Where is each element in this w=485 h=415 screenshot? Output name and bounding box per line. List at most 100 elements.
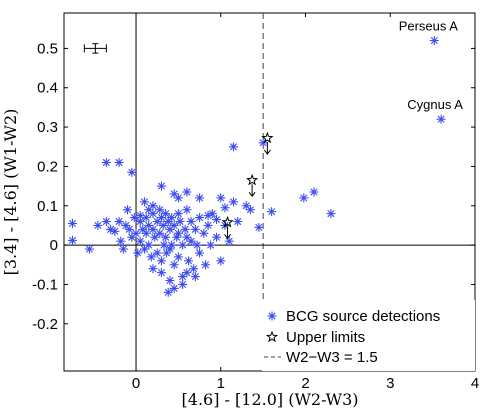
detection-point	[156, 268, 166, 278]
detection-point	[123, 205, 133, 215]
asterisk-stroke	[157, 257, 166, 265]
x-tick-label: 0	[132, 375, 140, 392]
detection-point	[429, 36, 439, 46]
upper-limit-arrow-head	[263, 149, 271, 155]
upper-limit-star	[221, 215, 234, 228]
asterisk-stroke	[157, 269, 166, 277]
asterisk-stroke	[225, 237, 233, 245]
detection-point	[146, 252, 156, 262]
asterisk-stroke	[179, 241, 187, 249]
asterisk-stroke	[149, 210, 157, 218]
y-axis-title: [3.4] - [4.6] (W1-W2)	[1, 109, 20, 276]
detection-point	[184, 256, 194, 266]
asterisk-stroke	[166, 276, 174, 285]
detection-point	[158, 220, 168, 230]
asterisk-stroke	[149, 265, 157, 273]
asterisk-stroke	[156, 229, 164, 237]
detection-point	[156, 256, 166, 266]
asterisk-stroke	[145, 221, 153, 230]
legend-asterisk	[267, 311, 277, 321]
y-tick-label: -0.2	[32, 316, 58, 333]
detection-point	[148, 224, 158, 234]
asterisk-stroke	[221, 204, 229, 212]
detection-point	[129, 213, 139, 223]
detection-point	[216, 193, 226, 203]
asterisk-stroke	[430, 36, 438, 45]
detection-point	[189, 264, 199, 274]
detection-point	[195, 213, 205, 223]
detection-point	[212, 215, 222, 225]
asterisk-stroke	[204, 212, 212, 220]
upper-limit-star	[246, 173, 259, 186]
detection-point	[245, 205, 255, 215]
detection-point	[118, 244, 128, 254]
asterisk-stroke	[122, 221, 130, 230]
asterisk-stroke	[102, 217, 110, 226]
asterisk-stroke	[212, 215, 221, 224]
asterisk-stroke	[115, 217, 123, 226]
legend-box	[262, 300, 475, 371]
y-tick-label: 0.1	[37, 198, 58, 215]
asterisk-stroke	[217, 257, 225, 265]
asterisk-stroke	[145, 241, 153, 249]
asterisk-stroke	[168, 241, 176, 249]
y-tick-label: 0.4	[37, 80, 58, 97]
detection-point	[182, 268, 192, 278]
asterisk-stroke	[176, 217, 184, 226]
asterisk-stroke	[183, 206, 191, 214]
detection-point	[228, 197, 238, 207]
asterisk-stroke	[193, 241, 201, 249]
detection-point	[216, 256, 226, 266]
detection-point	[173, 228, 183, 238]
detection-point	[206, 240, 216, 250]
detection-point	[267, 207, 277, 217]
detection-point	[169, 220, 179, 230]
detection-point	[135, 217, 145, 227]
asterisk-stroke	[174, 253, 182, 261]
detection-point	[167, 240, 177, 250]
detection-point	[178, 240, 188, 250]
detection-point	[169, 283, 179, 293]
asterisk-stroke	[149, 225, 157, 233]
annotations: Perseus A Cygnus A	[399, 19, 464, 113]
asterisk-stroke	[68, 219, 77, 228]
asterisk-stroke	[181, 225, 189, 233]
detection-point	[155, 228, 165, 238]
detection-point	[159, 240, 169, 250]
asterisk-stroke	[191, 273, 199, 281]
asterisk-stroke	[153, 249, 161, 257]
asterisk-stroke	[170, 284, 178, 292]
detection-point	[233, 217, 243, 227]
asterisk-stroke	[191, 225, 199, 233]
asterisk-stroke	[268, 312, 276, 320]
asterisk-stroke	[246, 206, 255, 214]
reference-lines	[64, 13, 475, 371]
detection-point	[258, 138, 268, 148]
detection-point	[101, 157, 111, 167]
detection-point	[212, 232, 222, 242]
y-tick-label: 0	[50, 237, 58, 254]
asterisk-stroke	[142, 214, 150, 222]
detection-point	[195, 248, 205, 258]
asterisk-stroke	[115, 158, 123, 167]
detection-point	[163, 287, 173, 297]
detection-point	[116, 236, 126, 246]
detection-point	[152, 248, 162, 258]
detection-point	[67, 235, 77, 245]
detection-point	[148, 201, 158, 211]
asterisk-stroke	[187, 217, 195, 226]
x-tick-label: 3	[386, 375, 394, 392]
asterisk-stroke	[212, 233, 221, 241]
y-tick-label: 0.5	[37, 40, 58, 57]
asterisk-stroke	[117, 237, 125, 245]
detection-point	[175, 217, 185, 227]
asterisk-stroke	[183, 269, 191, 277]
legend-label-upper-limits: Upper limits	[286, 329, 365, 346]
upper-limit-point	[221, 215, 234, 240]
y-tick-labels: -0.2 -0.1 0 0.1 0.2 0.3 0.4 0.5	[32, 40, 58, 332]
asterisk-stroke	[187, 237, 195, 245]
legend: BCG source detections Upper limits W2−W3…	[262, 300, 475, 371]
detection-point	[144, 205, 154, 215]
asterisk-stroke	[139, 225, 147, 233]
detection-point	[133, 248, 143, 258]
